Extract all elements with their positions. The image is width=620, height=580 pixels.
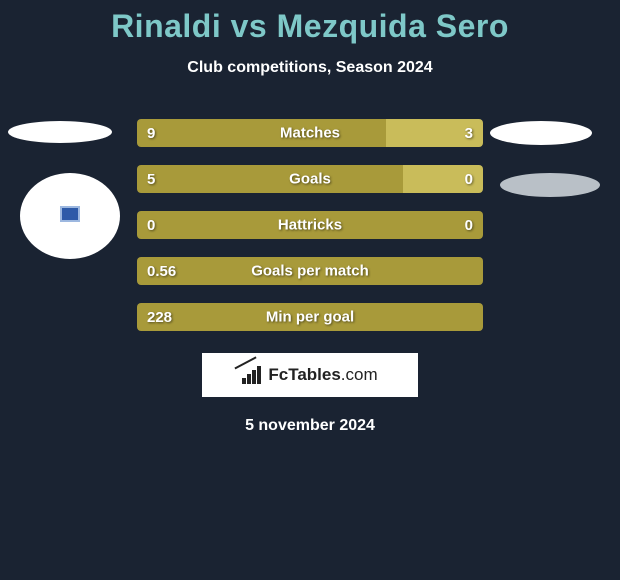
- page-title: Rinaldi vs Mezquida Sero: [0, 0, 620, 45]
- club-badge-icon: [60, 206, 80, 222]
- subtitle: Club competitions, Season 2024: [0, 59, 620, 77]
- stat-right-value: 0: [455, 171, 483, 188]
- stat-left-value: 0.56: [137, 263, 186, 280]
- comparison-content: 93Matches50Goals00Hattricks0.56Goals per…: [0, 119, 620, 331]
- stat-left-segment: 0: [137, 211, 483, 239]
- stats-table: 93Matches50Goals00Hattricks0.56Goals per…: [137, 119, 483, 331]
- stat-row: 93Matches: [137, 119, 483, 147]
- stat-left-segment: 0.56: [137, 257, 483, 285]
- player-marker: [490, 121, 592, 145]
- stat-row: 0.56Goals per match: [137, 257, 483, 285]
- logo-text: FcTables.com: [268, 365, 377, 385]
- stat-left-value: 9: [137, 125, 165, 142]
- stat-row: 228Min per goal: [137, 303, 483, 331]
- date-label: 5 november 2024: [0, 417, 620, 435]
- player-marker: [8, 121, 112, 143]
- logo-chart-icon: [242, 366, 264, 384]
- player-marker: [500, 173, 600, 197]
- stat-row: 50Goals: [137, 165, 483, 193]
- stat-left-value: 0: [137, 217, 165, 234]
- stat-right-value: 3: [455, 125, 483, 142]
- stat-left-value: 228: [137, 309, 182, 326]
- stat-left-value: 5: [137, 171, 165, 188]
- source-logo: FcTables.com: [202, 353, 418, 397]
- stat-right-segment: 3: [386, 119, 483, 147]
- stat-left-segment: 5: [137, 165, 403, 193]
- stat-left-segment: 228: [137, 303, 483, 331]
- stat-left-segment: 9: [137, 119, 386, 147]
- logo-text-light: .com: [341, 365, 378, 384]
- stat-right-segment: 0: [403, 165, 483, 193]
- stat-row: 00Hattricks: [137, 211, 483, 239]
- logo-text-strong: FcTables: [268, 365, 340, 384]
- stat-right-value: 0: [455, 217, 483, 234]
